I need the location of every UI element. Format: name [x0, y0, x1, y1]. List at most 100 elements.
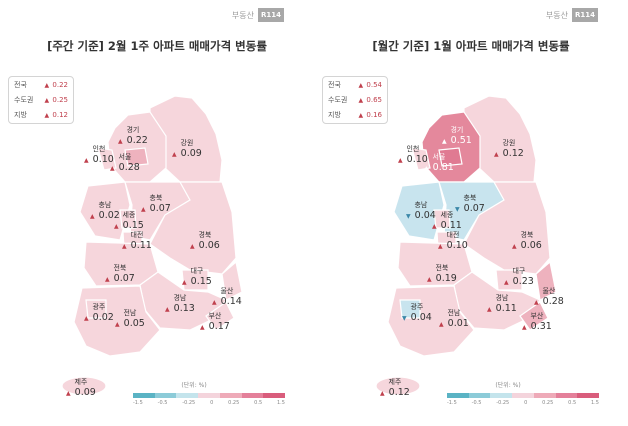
down-arrow-icon: ▼	[455, 206, 460, 213]
monthly-label-sejong: 세종 ▲ 0.11	[432, 211, 462, 231]
up-arrow-icon: ▲	[427, 276, 432, 283]
up-arrow-icon: ▲	[438, 243, 443, 250]
monthly-region-ulsan	[535, 260, 557, 301]
weekly-region-busan	[205, 301, 235, 331]
weekly-korea-map	[61, 95, 243, 396]
weekly-label-chungbuk: 충북 ▲ 0.07	[141, 194, 171, 214]
weekly-region-seoul	[124, 147, 149, 167]
summary-value: ▲ 0.16	[358, 110, 382, 119]
legend-unit: (단위: %)	[495, 382, 521, 389]
up-arrow-icon: ▲	[172, 151, 177, 158]
weekly-regions	[61, 95, 243, 396]
summary-label: 수도권	[328, 95, 348, 104]
up-arrow-icon: ▲	[118, 138, 123, 145]
summary-value: ▲ 0.22	[44, 80, 68, 89]
brand-box: R114	[257, 8, 284, 22]
legend-color-bar	[133, 393, 286, 398]
up-arrow-icon: ▲	[44, 81, 50, 89]
up-arrow-icon: ▲	[110, 165, 115, 172]
up-arrow-icon: ▲	[358, 111, 364, 119]
monthly-legend: (단위: %) -1.5 -0.5 -0.25 0 0.25 0.5 1.5	[447, 380, 600, 406]
monthly-region-jeju	[375, 376, 421, 396]
weekly-panel: 부동산 R114 [주간 기준] 2월 1주 아파트 매매가격 변동률 전국	[8, 8, 286, 406]
monthly-label-gwangju: 광주 ▼ 0.04	[402, 303, 432, 323]
monthly-regions	[375, 95, 557, 396]
up-arrow-icon: ▲	[212, 299, 217, 306]
up-arrow-icon: ▲	[190, 243, 195, 250]
weekly-label-seoul: 서울 ▲ 0.28	[110, 153, 140, 173]
summary-row: 전국 ▲ 0.22	[9, 77, 73, 92]
monthly-label-gangwon: 강원 ▲ 0.12	[494, 139, 524, 159]
monthly-label-daejeon: 대전 ▲ 0.10	[438, 231, 468, 251]
weekly-label-daegu: 대구 ▲ 0.15	[182, 267, 212, 287]
weekly-label-gwangju: 광주 ▲ 0.02	[84, 303, 114, 323]
weekly-label-gyeongbuk: 경북 ▲ 0.06	[190, 231, 220, 251]
up-arrow-icon: ▲	[358, 81, 364, 89]
up-arrow-icon: ▲	[84, 315, 89, 322]
weekly-region-daegu	[181, 269, 209, 291]
summary-label: 지방	[14, 110, 27, 119]
monthly-title: [월간 기준] 1월 아파트 매매가격 변동률	[372, 39, 570, 53]
weekly-label-sejong: 세종 ▲ 0.15	[114, 211, 144, 231]
up-arrow-icon: ▲	[165, 306, 170, 313]
legend-ticks: -1.5 -0.5 -0.25 0 0.25 0.5 1.5	[447, 400, 599, 406]
up-arrow-icon: ▲	[534, 299, 539, 306]
up-arrow-icon: ▲	[44, 111, 50, 119]
weekly-label-gangwon: 강원 ▲ 0.09	[172, 139, 202, 159]
monthly-label-gyeongbuk: 경북 ▲ 0.06	[512, 231, 542, 251]
summary-row: 수도권 ▲ 0.25	[9, 92, 73, 107]
summary-value: ▲ 0.54	[358, 80, 382, 89]
summary-label: 지방	[328, 110, 341, 119]
weekly-legend: (단위: %) -1.5 -0.5 -0.25 0 0.25 0.5 1.5	[133, 380, 286, 406]
up-arrow-icon: ▲	[424, 165, 429, 172]
monthly-label-jeonbuk: 전북 ▲ 0.19	[427, 264, 457, 284]
summary-value: ▲ 0.65	[358, 95, 382, 104]
weekly-label-chungnam: 충남 ▲ 0.02	[90, 201, 120, 221]
weekly-label-gyeonggi: 경기 ▲ 0.22	[118, 126, 148, 146]
monthly-label-gyeonggi: 경기 ▲ 0.51	[442, 126, 472, 146]
up-arrow-icon: ▲	[115, 321, 120, 328]
brand-logo: 부동산 R114	[546, 8, 598, 22]
brand-text: 부동산	[545, 10, 568, 20]
monthly-summary-box: 전국 ▲ 0.54 수도권 ▲ 0.65 지방 ▲ 0.16	[322, 76, 388, 124]
weekly-label-gyeongnam: 경남 ▲ 0.13	[165, 294, 195, 314]
weekly-region-gwangju	[85, 299, 107, 319]
summary-row: 지방 ▲ 0.12	[9, 107, 73, 122]
down-arrow-icon: ▼	[406, 213, 411, 220]
up-arrow-icon: ▲	[487, 306, 492, 313]
monthly-label-busan: 부산 ▲ 0.31	[522, 312, 552, 332]
up-arrow-icon: ▲	[358, 96, 364, 104]
up-arrow-icon: ▲	[141, 206, 146, 213]
weekly-label-jeonbuk: 전북 ▲ 0.07	[105, 264, 135, 284]
monthly-region-busan	[519, 301, 549, 331]
legend-unit: (단위: %)	[181, 382, 207, 389]
weekly-region-jeju	[61, 376, 107, 396]
weekly-label-jeju: 제주 ▲ 0.09	[66, 378, 96, 398]
brand-box: R114	[571, 8, 598, 22]
monthly-panel: 부동산 R114 [월간 기준] 1월 아파트 매매가격 변동률 전국	[314, 0, 628, 426]
weekly-label-busan: 부산 ▲ 0.17	[200, 312, 230, 332]
up-arrow-icon: ▲	[494, 151, 499, 158]
summary-row: 지방 ▲ 0.16	[323, 107, 387, 122]
up-arrow-icon: ▲	[522, 324, 527, 331]
summary-value: ▲ 0.25	[44, 95, 68, 104]
summary-row: 수도권 ▲ 0.65	[323, 92, 387, 107]
monthly-region-seoul	[438, 147, 463, 167]
monthly-label-chungnam: 충남 ▼ 0.04	[406, 201, 436, 221]
up-arrow-icon: ▲	[105, 276, 110, 283]
up-arrow-icon: ▲	[182, 279, 187, 286]
up-arrow-icon: ▲	[504, 279, 509, 286]
legend-ticks: -1.5 -0.5 -0.25 0 0.25 0.5 1.5	[133, 400, 285, 406]
monthly-korea-map	[375, 95, 557, 396]
weekly-label-incheon: 인천 ▲ 0.10	[84, 145, 114, 165]
weekly-label-ulsan: 울산 ▲ 0.14	[212, 287, 242, 307]
monthly-label-seoul: 서울 ▲ 0.81	[424, 153, 454, 173]
up-arrow-icon: ▲	[200, 324, 205, 331]
weekly-region-ulsan	[221, 260, 243, 301]
weekly-label-daejeon: 대전 ▲ 0.11	[122, 231, 152, 251]
weekly-region-incheon	[97, 147, 117, 171]
up-arrow-icon: ▲	[66, 390, 71, 397]
monthly-region-gwangju	[399, 299, 421, 319]
up-arrow-icon: ▲	[114, 223, 119, 230]
monthly-label-jeonnam: 전남 ▲ 0.01	[439, 309, 469, 329]
